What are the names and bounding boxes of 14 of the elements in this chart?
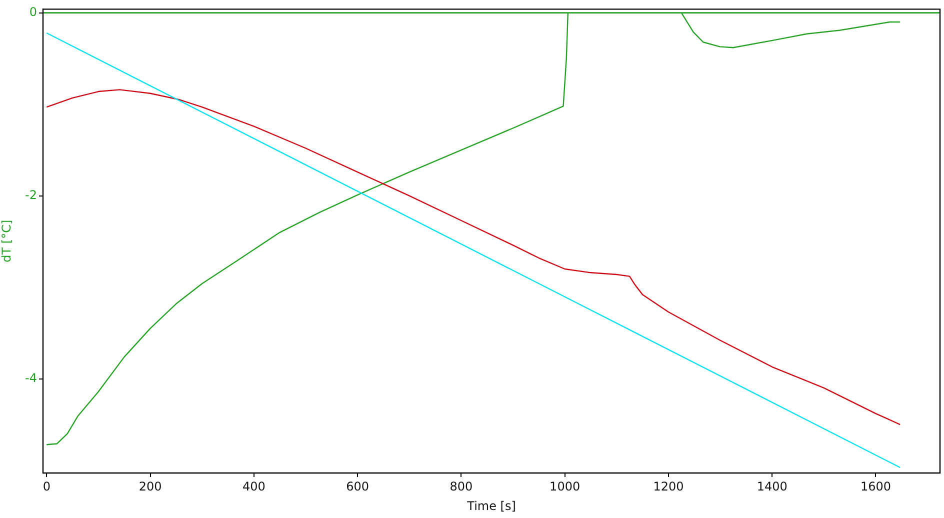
x-tick-label: 600 <box>346 479 369 494</box>
x-tick-label: 200 <box>138 479 162 494</box>
x-tick-label: 400 <box>242 479 266 494</box>
y-axis-title: dT [°C] <box>0 220 14 262</box>
x-tick-label: 1600 <box>860 479 892 494</box>
y-tick-label: -2 <box>25 188 37 202</box>
x-tick-label: 1400 <box>756 479 788 494</box>
x-tick-label: 1000 <box>550 479 580 494</box>
x-axis-title: Time [s] <box>466 498 516 513</box>
x-tick-label: 800 <box>450 479 473 494</box>
y-tick-label: -4 <box>25 370 37 385</box>
x-tick-label: 0 <box>42 479 50 494</box>
y-tick-label: 0 <box>29 4 37 19</box>
x-tick-label: 1200 <box>653 479 684 494</box>
